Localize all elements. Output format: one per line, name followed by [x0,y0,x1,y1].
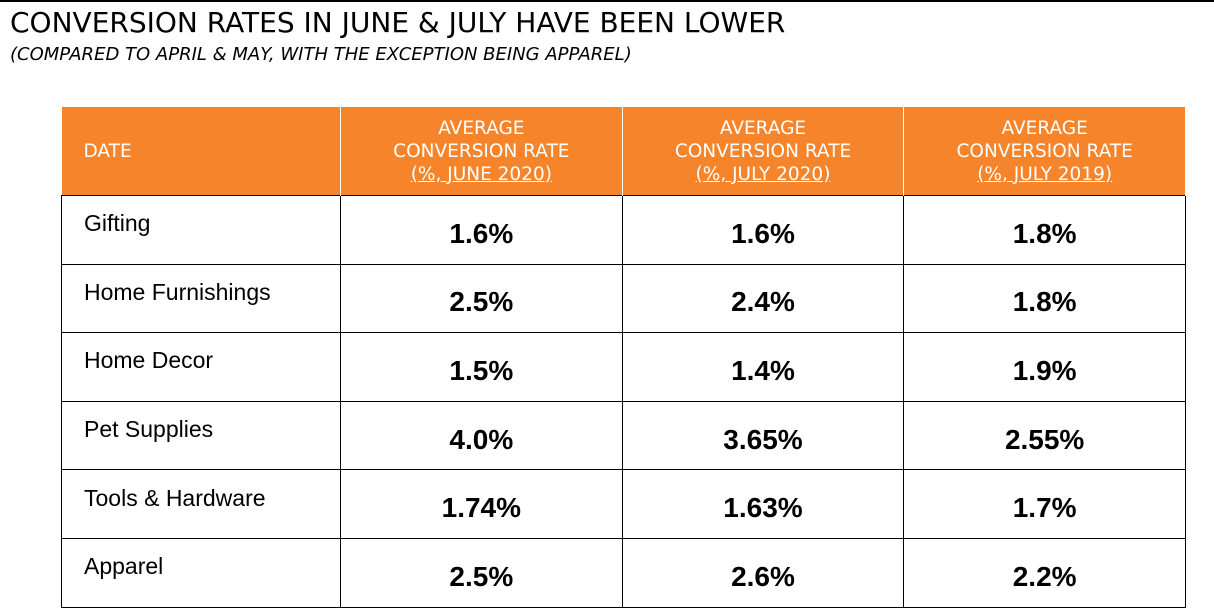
table-row: Gifting 1.6% 1.6% 1.8% [61,195,1186,265]
slide-subtitle: (COMPARED TO APRIL & MAY, WITH THE EXCEP… [10,44,632,65]
table-row: Home Furnishings 2.5% 2.4% 1.8% [61,263,1186,334]
header-line: CONVERSION RATE [393,140,570,162]
rate-june-2020: 4.0% [340,400,623,471]
header-line: CONVERSION RATE [674,140,852,162]
header-line: AVERAGE [719,117,807,139]
rate-july-2019: 1.8% [903,195,1186,265]
header-line: (%, JUNE 2020) [410,163,552,185]
conversion-rate-table: DATE AVERAGE CONVERSION RATE (%, JUNE 20… [61,107,1186,608]
rate-july-2019: 1.8% [903,263,1186,334]
row-category: Home Decor [61,332,341,402]
row-category: Tools & Hardware [61,469,341,539]
rate-june-2020: 1.6% [340,195,623,265]
top-rule [0,0,1214,2]
rate-june-2020: 2.5% [340,263,623,334]
rate-july-2020: 1.63% [621,469,905,539]
slide-title: CONVERSION RATES IN JUNE & JULY HAVE BEE… [10,6,786,39]
rate-june-2020: 1.5% [340,332,623,402]
header-line: (%, JULY 2019) [977,163,1113,185]
rate-july-2020: 1.4% [621,332,905,402]
header-date: DATE [61,107,341,196]
rate-july-2020: 1.6% [621,195,905,265]
table-row: Apparel 2.5% 2.6% 2.2% [61,537,1186,608]
row-category: Apparel [61,537,341,608]
header-line: (%, JULY 2020) [695,163,831,185]
table-row: Home Decor 1.5% 1.4% 1.9% [61,332,1186,402]
rate-july-2019: 1.7% [903,469,1186,539]
table-header-row: DATE AVERAGE CONVERSION RATE (%, JUNE 20… [61,107,1186,196]
rate-july-2020: 3.65% [621,400,905,471]
header-line: AVERAGE [1001,117,1088,139]
header-line: AVERAGE [438,117,525,139]
row-category: Gifting [61,195,341,265]
header-june-2020: AVERAGE CONVERSION RATE (%, JUNE 2020) [340,107,623,196]
header-july-2020: AVERAGE CONVERSION RATE (%, JULY 2020) [621,107,905,196]
header-line: CONVERSION RATE [956,140,1133,162]
rate-june-2020: 2.5% [340,537,623,608]
table-row: Tools & Hardware 1.74% 1.63% 1.7% [61,469,1186,539]
rate-july-2019: 2.2% [903,537,1186,608]
rate-june-2020: 1.74% [340,469,623,539]
row-category: Home Furnishings [61,263,341,334]
rate-july-2019: 1.9% [903,332,1186,402]
header-date-label: DATE [83,140,132,162]
rate-july-2020: 2.6% [621,537,905,608]
row-category: Pet Supplies [61,400,341,471]
header-july-2019: AVERAGE CONVERSION RATE (%, JULY 2019) [903,107,1186,196]
rate-july-2019: 2.55% [903,400,1186,471]
table-row: Pet Supplies 4.0% 3.65% 2.55% [61,400,1186,471]
rate-july-2020: 2.4% [621,263,905,334]
